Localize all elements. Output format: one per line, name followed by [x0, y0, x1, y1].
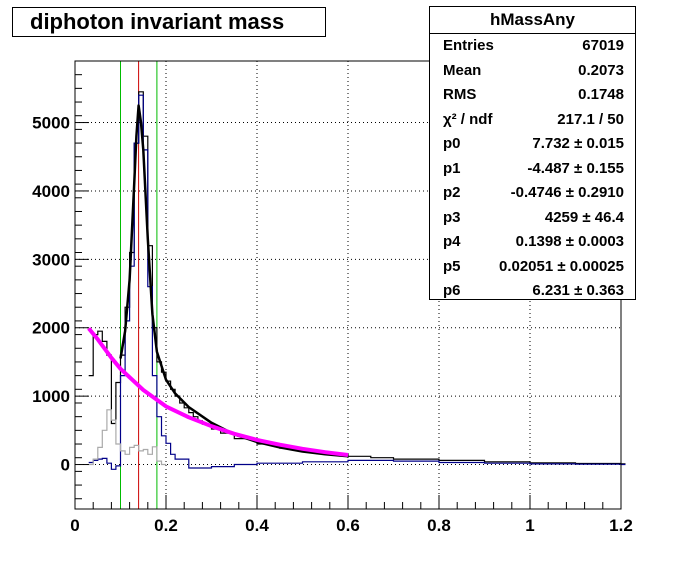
stats-value: -0.4746 ± 0.2910 — [510, 184, 624, 201]
stats-key: p0 — [443, 135, 461, 152]
stats-value: 217.1 / 50 — [557, 110, 624, 128]
stats-row: p6 6.231 ± 0.363 — [430, 279, 635, 304]
stats-row: Entries 67019 — [430, 34, 635, 59]
stats-row: p4 0.1398 ± 0.0003 — [430, 230, 635, 255]
series-group — [87, 91, 626, 470]
stats-row: p2 -0.4746 ± 0.2910 — [430, 181, 635, 206]
stats-row: p3 4259 ± 46.4 — [430, 206, 635, 231]
axes: 0 0.2 0.4 0.6 0.8 1 1.2 0 1000 2000 3000 4000 5000 — [32, 74, 633, 535]
x-tick-label: 1.2 — [609, 516, 633, 535]
x-tick-label: 0.8 — [427, 516, 451, 535]
stats-key: p2 — [443, 184, 461, 201]
stats-row: Mean 0.2073 — [430, 59, 635, 84]
y-tick-label: 1000 — [32, 387, 70, 406]
stats-key: RMS — [443, 86, 477, 103]
x-tick-label: 0.6 — [336, 516, 360, 535]
y-tick-label: 3000 — [32, 250, 70, 269]
stats-value: 4259 ± 46.4 — [544, 208, 624, 226]
stats-key: p1 — [443, 159, 461, 177]
stats-histogram-name: hMassAny — [430, 7, 635, 34]
histogram-series — [88, 94, 626, 470]
x-tick-label: 1 — [525, 516, 534, 535]
stats-box: hMassAny Entries 67019 Mean 0.2073 RMS 0.1748… — [429, 6, 636, 300]
histogram-series — [88, 409, 166, 466]
x-tick-label: 0.4 — [245, 516, 269, 535]
stats-row: p0 7.732 ± 0.015 — [430, 132, 635, 157]
stats-value: 0.2073 — [578, 61, 624, 79]
stats-key: p3 — [443, 208, 461, 226]
y-tick-label: 4000 — [32, 182, 70, 201]
stats-value: 0.02051 ± 0.00025 — [498, 257, 624, 275]
stats-row: RMS 0.1748 — [430, 83, 635, 108]
x-tick-label: 0 — [70, 516, 79, 535]
y-tick-label: 2000 — [32, 319, 70, 338]
stats-key: Mean — [443, 61, 482, 79]
x-tick-label: 0.2 — [154, 516, 178, 535]
y-tick-label: 5000 — [32, 114, 70, 133]
plot-title: diphoton invariant mass — [12, 7, 326, 37]
stats-row: p1 -4.487 ± 0.155 — [430, 157, 635, 182]
stats-value: 7.732 ± 0.015 — [532, 135, 624, 152]
stats-row: p5 0.02051 ± 0.00025 — [430, 255, 635, 280]
stats-row: χ² / ndf 217.1 / 50 — [430, 108, 635, 133]
y-tick-label: 0 — [61, 456, 70, 475]
fit-curve — [119, 104, 349, 458]
stats-value: 0.1398 ± 0.0003 — [515, 233, 624, 250]
stats-rows: Entries 67019 Mean 0.2073 RMS 0.1748 χ² / ndf 2… — [430, 34, 635, 304]
fit-curve — [87, 327, 349, 457]
stats-value: -4.487 ± 0.155 — [527, 159, 624, 177]
stats-key: χ² / ndf — [443, 110, 493, 128]
stats-key: p4 — [443, 233, 461, 250]
stats-key: Entries — [443, 37, 494, 54]
stats-key: p6 — [443, 282, 461, 299]
stats-value: 67019 — [582, 37, 624, 54]
stats-key: p5 — [443, 257, 461, 275]
stats-value: 0.1748 — [578, 86, 624, 103]
stats-value: 6.231 ± 0.363 — [532, 282, 624, 299]
